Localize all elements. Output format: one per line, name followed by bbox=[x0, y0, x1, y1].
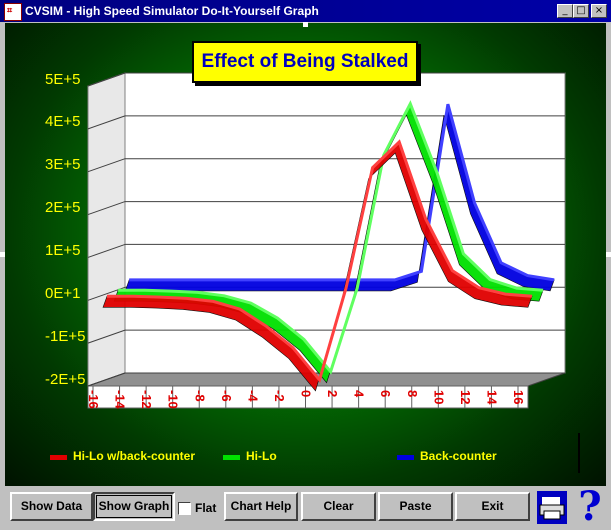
show-graph-button[interactable]: Show Graph bbox=[93, 492, 175, 521]
print-icon[interactable] bbox=[537, 491, 567, 524]
gridline-side bbox=[87, 72, 126, 87]
gridline-side bbox=[87, 158, 126, 173]
x-tick-label: 2 bbox=[325, 390, 340, 397]
chart-right-marker bbox=[578, 433, 580, 473]
window-title: CVSIM - High Speed Simulator Do-It-Yours… bbox=[25, 4, 319, 18]
x-tick-label: -2 bbox=[272, 390, 287, 402]
x-tick-label: -8 bbox=[192, 390, 207, 402]
toolbar: Show Data Show Graph Flat Chart Help Cle… bbox=[0, 483, 611, 530]
x-tick-label: -12 bbox=[139, 390, 154, 409]
legend-swatch-red bbox=[50, 455, 67, 460]
series-line-2 bbox=[118, 100, 544, 375]
legend-swatch-green bbox=[223, 455, 240, 460]
chart-help-button[interactable]: Chart Help bbox=[224, 492, 298, 521]
y-tick-label: -2E+5 bbox=[45, 370, 86, 388]
x-tick-label: 12 bbox=[458, 390, 473, 404]
y-tick-label: 4E+5 bbox=[45, 113, 81, 131]
x-tick-label: 8 bbox=[405, 390, 420, 397]
chart-svg: -16 -14 -12 -10 -8 -6 -4 -2 0 2 4 6 8 10 12 14 16 bbox=[86, 72, 580, 473]
legend-swatch-blue bbox=[397, 455, 414, 460]
flat-checkbox[interactable] bbox=[178, 502, 191, 515]
y-tick-label: 2E+5 bbox=[45, 199, 81, 217]
x-tick-label: 14 bbox=[484, 390, 499, 405]
x-tick-label: -10 bbox=[166, 390, 181, 409]
maximize-icon[interactable]: □ bbox=[573, 4, 589, 18]
resize-handle-right[interactable] bbox=[606, 252, 611, 257]
minimize-icon[interactable]: _ bbox=[557, 4, 573, 18]
chart-floor-front bbox=[87, 385, 529, 409]
app-graph-icon[interactable]: ⌗ bbox=[4, 3, 22, 21]
clear-button[interactable]: Clear bbox=[301, 492, 376, 521]
chart-title: Effect of Being Stalked bbox=[192, 41, 418, 83]
gridline-side bbox=[87, 372, 126, 387]
resize-handle-top[interactable] bbox=[303, 22, 308, 27]
legend-label-series-2: Hi-Lo bbox=[246, 449, 277, 463]
x-tick-label: -14 bbox=[113, 390, 128, 410]
x-tick-label: -6 bbox=[219, 390, 234, 402]
chart-area: -16 -14 -12 -10 -8 -6 -4 -2 0 2 4 6 8 10 12 14 16 Effect… bbox=[5, 23, 606, 486]
gridline-side bbox=[87, 243, 126, 258]
y-tick-label: 1E+5 bbox=[45, 241, 81, 259]
show-data-button[interactable]: Show Data bbox=[10, 492, 93, 521]
x-tick-label: 10 bbox=[431, 390, 446, 404]
close-icon[interactable]: × bbox=[591, 4, 607, 18]
x-tick-label: 6 bbox=[378, 390, 393, 397]
x-tick-label: -4 bbox=[245, 390, 260, 402]
resize-handle-left[interactable] bbox=[0, 252, 5, 257]
series-line-3 bbox=[129, 103, 555, 282]
gridline-side bbox=[87, 329, 126, 344]
legend-label-series-1: Hi-Lo w/back-counter bbox=[73, 449, 196, 463]
help-icon[interactable]: ? bbox=[578, 483, 602, 530]
flat-label: Flat bbox=[195, 501, 217, 515]
printer-glyph bbox=[539, 497, 565, 520]
series-line-1 bbox=[107, 139, 533, 384]
y-tick-label: 3E+5 bbox=[45, 156, 81, 174]
gridline-side bbox=[87, 115, 126, 130]
paste-button[interactable]: Paste bbox=[378, 492, 453, 521]
x-tick-label: 16 bbox=[511, 390, 526, 404]
y-tick-label: 5E+5 bbox=[45, 70, 81, 88]
x-tick-label: -16 bbox=[86, 390, 101, 409]
x-tick-label: 0 bbox=[299, 390, 314, 397]
exit-button[interactable]: Exit bbox=[455, 492, 530, 521]
legend-label-series-3: Back-counter bbox=[420, 449, 497, 463]
y-tick-label: 0E+1 bbox=[45, 284, 81, 302]
title-bar: ⌗ CVSIM - High Speed Simulator Do-It-You… bbox=[0, 0, 611, 22]
y-tick-label: -1E+5 bbox=[45, 327, 86, 345]
gridline-side bbox=[87, 201, 126, 216]
x-tick-label: 4 bbox=[352, 390, 367, 398]
